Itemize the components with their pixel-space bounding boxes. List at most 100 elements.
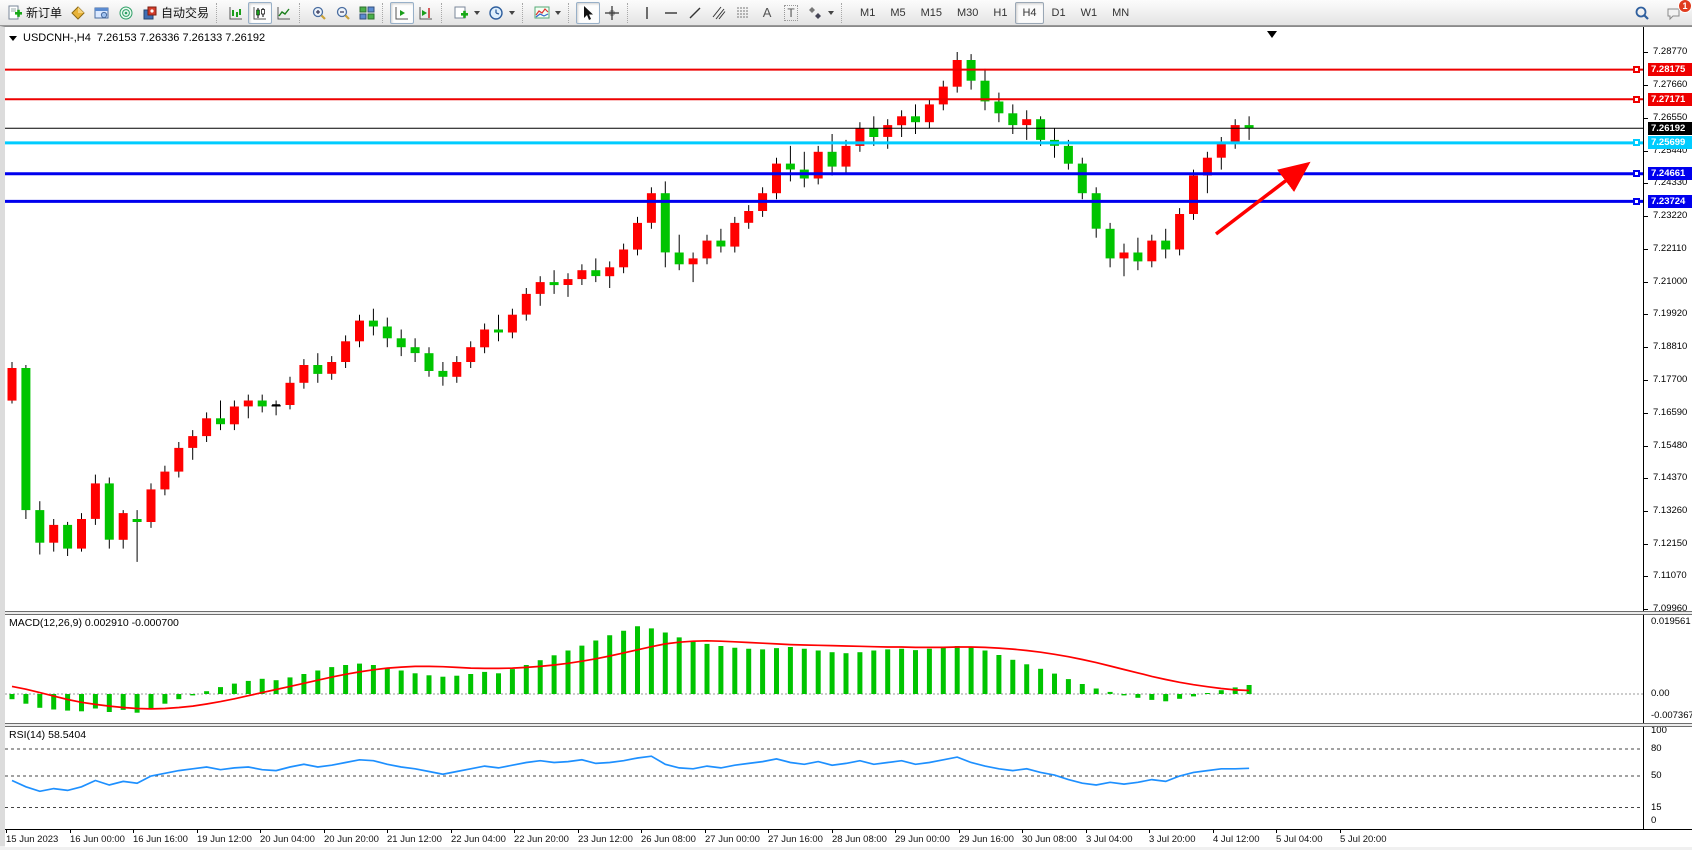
time-tick-mark [1086, 830, 1087, 833]
price-tick-mark [1643, 413, 1648, 414]
price-level-tag[interactable]: 7.27171 [1648, 93, 1692, 106]
price-level-tag[interactable]: 7.23724 [1648, 195, 1692, 208]
autotrading-icon [142, 5, 158, 21]
horizontal-line-button[interactable] [659, 2, 683, 24]
rsi-axis-label: 100 [1651, 725, 1667, 736]
toolbar-separator [441, 2, 446, 23]
window-bottom-edge [0, 846, 1692, 850]
new-order-button[interactable]: 新订单 [3, 2, 66, 24]
autotrading-button[interactable]: 自动交易 [138, 2, 213, 24]
price-tick-label: 7.13260 [1653, 505, 1688, 516]
macd-axis-zero: 0.00 [1651, 688, 1670, 699]
level-line-handle[interactable] [1633, 66, 1640, 73]
trendline-icon [687, 5, 703, 21]
time-tick-mark [1213, 830, 1214, 833]
tile-windows-button[interactable] [355, 2, 379, 24]
indicators-button[interactable] [530, 2, 565, 24]
price-chart-pane[interactable] [5, 27, 1643, 611]
cursor-button[interactable] [576, 1, 601, 24]
timeframe-m15-button[interactable]: M15 [920, 6, 942, 19]
timeframe-d1-button[interactable]: D1 [1051, 6, 1066, 19]
trendline-button[interactable] [683, 2, 707, 24]
timeframe-m1-button[interactable]: M1 [860, 6, 876, 19]
new-chart-button[interactable] [449, 2, 484, 24]
time-tick-label: 5 Jul 20:00 [1340, 834, 1387, 845]
time-tick-mark [324, 830, 325, 833]
time-tick-label: 22 Jun 04:00 [451, 834, 506, 845]
time-tick-mark [895, 830, 896, 833]
radar-button[interactable] [114, 2, 138, 24]
auto-scroll-button[interactable] [390, 1, 415, 24]
timeframe-m5-button[interactable]: M5 [890, 6, 906, 19]
bar-chart-button[interactable] [224, 2, 248, 24]
search-button[interactable] [1630, 2, 1654, 24]
level-line-handle[interactable] [1633, 139, 1640, 146]
time-tick-label: 26 Jun 08:00 [641, 834, 696, 845]
time-tick-label: 5 Jul 04:00 [1276, 834, 1323, 845]
vertical-line-button[interactable] [635, 2, 659, 24]
zoom-out-button[interactable] [331, 2, 355, 24]
text-button[interactable]: A [755, 2, 779, 24]
time-axis[interactable]: 15 Jun 2023 16 Jun 00:00 16 Jun 16:00 19 Ju… [5, 829, 1692, 847]
crosshair-button[interactable] [600, 2, 624, 24]
time-tick-label: 28 Jun 08:00 [832, 834, 887, 845]
indicators-icon [534, 5, 550, 21]
pane-splitter[interactable] [5, 723, 1692, 727]
price-axis-line [1643, 27, 1644, 847]
macd-label: MACD(12,26,9) 0.002910 -0.000700 [9, 617, 179, 629]
candlestick-chart-button[interactable] [248, 1, 273, 24]
price-level-tag[interactable]: 7.24661 [1648, 167, 1692, 180]
time-tick-mark [705, 830, 706, 833]
symbol-dropdown-icon[interactable] [9, 35, 17, 41]
chart-shift-icon [418, 5, 434, 21]
zoom-in-icon [311, 5, 327, 21]
level-line-handle[interactable] [1633, 198, 1640, 205]
timeframe-m30-button[interactable]: M30 [957, 6, 979, 19]
price-tick-mark [1643, 478, 1648, 479]
timeframe-mn-button[interactable]: MN [1112, 6, 1130, 19]
time-tick-mark [70, 830, 71, 833]
line-chart-button[interactable] [272, 2, 296, 24]
price-tick-label: 7.17700 [1653, 374, 1688, 385]
arrow-tools-button[interactable] [803, 2, 838, 24]
charts-window-button[interactable] [90, 2, 114, 24]
macd-pane[interactable] [5, 615, 1643, 723]
new-order-icon [7, 5, 23, 21]
time-tick-mark [1276, 830, 1277, 833]
time-tick-label: 21 Jun 12:00 [387, 834, 442, 845]
time-tick-mark [133, 830, 134, 833]
time-tick-label: 29 Jun 00:00 [895, 834, 950, 845]
equidistant-channel-button[interactable] [707, 2, 731, 24]
text-label-button[interactable]: T [779, 2, 803, 24]
timeframe-h4-button[interactable]: H4 [1015, 1, 1044, 24]
price-tick-mark [1643, 380, 1648, 381]
chart-shift-marker[interactable] [1267, 31, 1277, 38]
autotrading-label: 自动交易 [161, 6, 210, 20]
time-tick-label: 16 Jun 16:00 [133, 834, 188, 845]
profile-button[interactable] [66, 2, 90, 24]
price-level-tag[interactable]: 7.28175 [1648, 63, 1692, 76]
price-tick-mark [1643, 183, 1648, 184]
chart-shift-button[interactable] [414, 2, 438, 24]
zoom-in-button[interactable] [307, 2, 331, 24]
notifications-button[interactable]: 1 [1662, 0, 1692, 24]
price-level-tag[interactable]: 7.25699 [1648, 136, 1692, 149]
time-tick-mark [959, 830, 960, 833]
period-clock-button[interactable] [484, 2, 519, 24]
timeframe-h1-button[interactable]: H1 [993, 6, 1008, 19]
fibonacci-button[interactable] [731, 2, 755, 24]
level-line-handle[interactable] [1633, 96, 1640, 103]
price-tick-mark [1643, 85, 1648, 86]
chart-ohlc-values: 7.26153 7.26336 7.26133 7.26192 [96, 32, 266, 44]
price-level-tag[interactable]: 7.26192 [1648, 122, 1692, 135]
timeframe-w1-button[interactable]: W1 [1080, 6, 1098, 19]
time-tick-mark [578, 830, 579, 833]
price-tick-label: 7.24330 [1653, 177, 1688, 188]
price-tick-mark [1643, 576, 1648, 577]
level-line-handle[interactable] [1633, 170, 1640, 177]
price-tick-label: 7.26550 [1653, 112, 1688, 123]
rsi-pane[interactable] [5, 727, 1643, 829]
price-tick-mark [1643, 151, 1648, 152]
vertical-line-icon [639, 5, 655, 21]
pane-splitter[interactable] [5, 611, 1692, 615]
